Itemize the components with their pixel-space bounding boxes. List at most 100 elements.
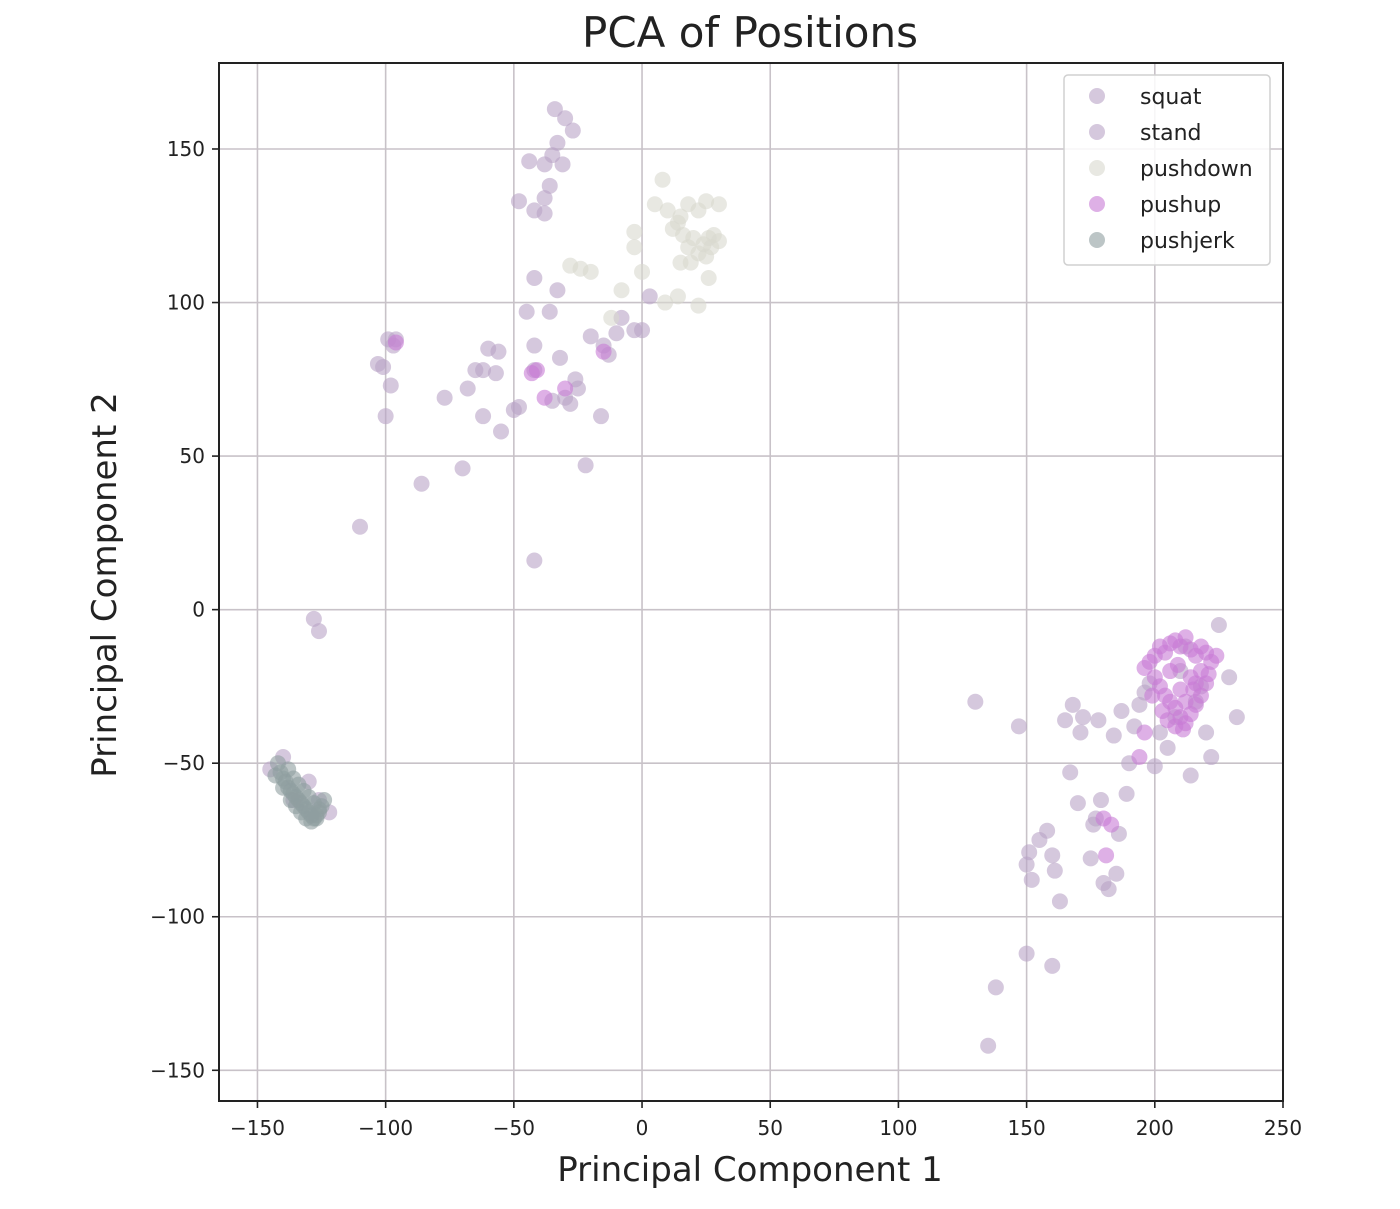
data-point-pushdown bbox=[669, 288, 686, 305]
data-point-stand bbox=[526, 337, 543, 354]
data-point-pushup bbox=[1131, 749, 1148, 766]
data-point-stand bbox=[490, 343, 507, 360]
legend-box bbox=[1063, 74, 1271, 266]
data-point-pushjerk bbox=[282, 792, 299, 809]
series-pushjerk bbox=[267, 755, 333, 830]
series-pushdown bbox=[562, 171, 727, 326]
data-point-stand bbox=[549, 282, 566, 299]
x-tick-label: −150 bbox=[230, 1116, 285, 1140]
data-point-stand bbox=[554, 156, 571, 173]
data-point-stand bbox=[436, 389, 453, 406]
x-tick-label: 150 bbox=[1008, 1116, 1046, 1140]
data-point-stand bbox=[608, 325, 625, 342]
data-point-stand bbox=[546, 101, 563, 118]
data-point-squat bbox=[1203, 749, 1220, 766]
data-point-stand bbox=[369, 355, 386, 372]
data-point-pushdown bbox=[659, 202, 676, 219]
data-point-stand bbox=[562, 395, 579, 412]
legend: squat stand pushdown pushup pushjerk bbox=[1063, 74, 1271, 266]
data-point-pushup bbox=[387, 334, 404, 351]
data-point-stand bbox=[549, 134, 566, 151]
data-point-squat bbox=[1010, 718, 1027, 735]
data-point-squat bbox=[967, 693, 984, 710]
data-point-pushup bbox=[1136, 724, 1153, 741]
x-tick-label: 50 bbox=[758, 1116, 783, 1140]
y-tick-label: 50 bbox=[180, 444, 205, 468]
data-point-squat bbox=[1023, 871, 1040, 888]
data-point-pushup bbox=[1208, 647, 1225, 664]
data-point-pushdown bbox=[710, 196, 727, 213]
data-point-pushup bbox=[1103, 816, 1120, 833]
series-pushup bbox=[387, 334, 1225, 864]
data-point-pushdown bbox=[634, 263, 651, 280]
data-point-squat bbox=[1075, 709, 1092, 726]
legend-label-pushup: pushup bbox=[1140, 193, 1221, 218]
data-point-pushdown bbox=[626, 223, 643, 240]
data-point-squat bbox=[987, 979, 1004, 996]
data-point-stand bbox=[510, 193, 527, 210]
x-tick-label: 200 bbox=[1136, 1116, 1174, 1140]
legend-label-squat: squat bbox=[1140, 85, 1202, 110]
data-point-pushdown bbox=[698, 193, 715, 210]
data-point-stand bbox=[526, 202, 543, 219]
data-point-pushjerk bbox=[275, 779, 292, 796]
data-point-stand bbox=[593, 408, 610, 425]
data-point-squat bbox=[1221, 669, 1238, 686]
data-point-pushup bbox=[1177, 693, 1194, 710]
data-point-stand bbox=[536, 190, 553, 207]
data-point-stand bbox=[487, 365, 504, 382]
data-point-squat bbox=[1069, 795, 1086, 812]
data-point-pushdown bbox=[690, 297, 707, 314]
data-point-pushjerk bbox=[267, 767, 284, 784]
data-point-stand bbox=[582, 328, 599, 345]
data-point-squat bbox=[1072, 724, 1089, 741]
x-tick-label: 250 bbox=[1264, 1116, 1302, 1140]
data-point-pushdown bbox=[654, 171, 671, 188]
data-point-pushdown bbox=[657, 294, 674, 311]
x-tick-label: 100 bbox=[879, 1116, 917, 1140]
data-point-pushup bbox=[523, 365, 540, 382]
data-point-pushup bbox=[1177, 629, 1194, 646]
data-point-stand bbox=[634, 322, 651, 339]
y-tick-label: −150 bbox=[150, 1058, 205, 1082]
data-point-squat bbox=[1228, 709, 1245, 726]
data-point-squat bbox=[1062, 764, 1079, 781]
data-point-stand bbox=[526, 269, 543, 286]
data-point-pushup bbox=[536, 389, 553, 406]
data-point-squat bbox=[1064, 696, 1081, 713]
data-point-stand bbox=[551, 349, 568, 366]
data-point-squat bbox=[1146, 758, 1163, 775]
y-tick-label: −100 bbox=[150, 905, 205, 929]
data-point-stand bbox=[569, 380, 586, 397]
data-point-stand bbox=[526, 552, 543, 569]
data-point-squat bbox=[1198, 724, 1215, 741]
data-point-stand bbox=[459, 380, 476, 397]
legend-marker-pushdown bbox=[1089, 160, 1105, 176]
data-point-stand bbox=[564, 122, 581, 139]
data-point-stand bbox=[493, 423, 510, 440]
data-point-squat bbox=[1113, 702, 1130, 719]
legend-label-pushdown: pushdown bbox=[1140, 157, 1253, 182]
data-point-pushdown bbox=[669, 214, 686, 231]
data-point-stand bbox=[413, 475, 430, 492]
legend-marker-pushup bbox=[1089, 196, 1105, 212]
data-point-stand bbox=[557, 110, 574, 127]
data-point-squat bbox=[1118, 785, 1135, 802]
y-axis-title: Principal Component 2 bbox=[85, 392, 125, 778]
data-point-squat bbox=[1051, 893, 1068, 910]
data-point-squat bbox=[1092, 792, 1109, 809]
data-point-pushdown bbox=[700, 269, 717, 286]
legend-label-stand: stand bbox=[1140, 121, 1201, 146]
y-tick-label: −50 bbox=[163, 751, 205, 775]
data-point-squat bbox=[1151, 724, 1168, 741]
data-point-squat bbox=[1108, 865, 1125, 882]
data-point-pushjerk bbox=[308, 810, 325, 827]
grid bbox=[219, 63, 1284, 1101]
data-point-pushup bbox=[1136, 659, 1153, 676]
data-point-pushdown bbox=[603, 309, 620, 326]
data-point-squat bbox=[1082, 850, 1099, 867]
data-point-stand bbox=[536, 156, 553, 173]
data-point-pushup bbox=[1159, 712, 1176, 729]
y-tick-label: 100 bbox=[167, 291, 205, 315]
